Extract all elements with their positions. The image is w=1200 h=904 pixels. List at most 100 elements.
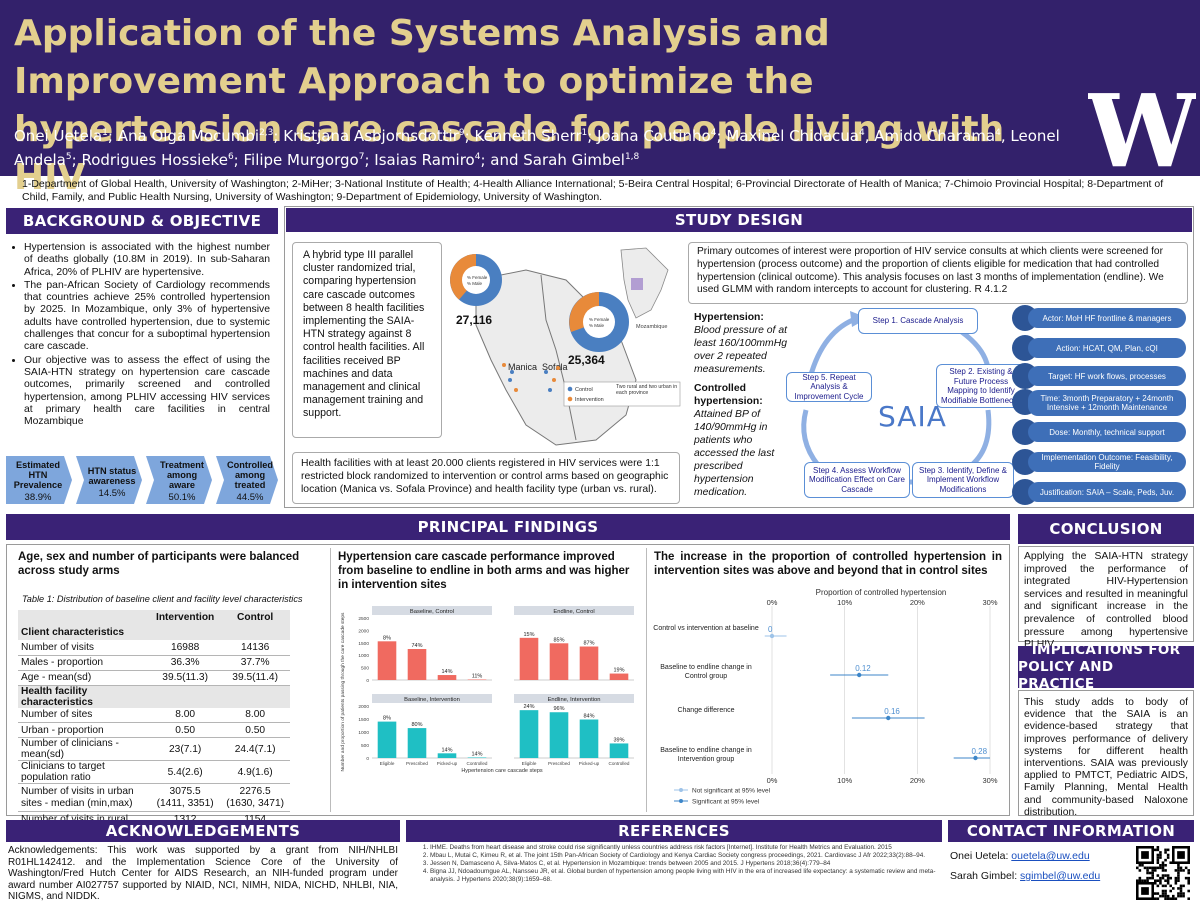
author-name: Ana Olga Mocumbi: [117, 127, 260, 145]
author-affiliation-number: 5: [65, 152, 72, 162]
bar: [549, 712, 569, 758]
findings-heading: PRINCIPAL FINDINGS: [6, 514, 1010, 540]
pie-female-label: % Female: [467, 275, 488, 280]
table-group-row: Health facility characteristics: [18, 685, 290, 708]
forest-value-label: 0.16: [884, 707, 900, 716]
saia-component-pill: Time: 3month Preparatory + 24month Inten…: [1028, 390, 1186, 416]
bar-data-label: 8%: [383, 635, 391, 641]
references-heading: REFERENCES: [406, 820, 942, 842]
author-separator: ;: [716, 127, 727, 145]
bar: [407, 649, 427, 680]
qr-module: [1159, 894, 1162, 898]
background-bullet: Hypertension is associated with the high…: [24, 242, 270, 279]
bar-chart-title: Baseline, Intervention: [404, 697, 460, 703]
contact-email-onei[interactable]: ouetela@uw.edu: [1011, 850, 1090, 862]
table-cell: Clinicians to target population ratio: [18, 760, 150, 784]
implications-heading-line1: IMPLICATIONS FOR: [1031, 641, 1181, 658]
cascade-bar-charts: Baseline, Control 8% 74% 14% 11% 2500 2000 1500…: [340, 606, 634, 774]
findings-divider-2: [646, 548, 647, 812]
qr-module: [1184, 866, 1188, 870]
bar-data-label: 15%: [523, 632, 534, 638]
facility-markers: [502, 363, 560, 392]
qr-module: [1174, 882, 1178, 885]
outcomes-box: Primary outcomes of interest were propor…: [688, 242, 1188, 304]
bar-data-label: 84%: [583, 714, 594, 720]
study-design-heading: STUDY DESIGN: [286, 208, 1192, 232]
table-cell: 39.5(11.4): [220, 670, 290, 686]
legend-intervention: Intervention: [575, 397, 604, 403]
qr-module: [1151, 869, 1154, 872]
references-list: IHME. Deaths from heart disease and stro…: [414, 844, 939, 884]
table-row: Clinicians to target population ratio 5.4…: [18, 760, 290, 784]
bar: [549, 643, 569, 680]
forest-legend-label: Significant at 95% level: [692, 799, 760, 806]
table-cell: 3075.5 (1411, 3351): [150, 783, 221, 812]
qr-module: [1177, 894, 1180, 898]
qr-code[interactable]: [1136, 846, 1190, 900]
table-cell: Males - proportion: [18, 655, 150, 671]
qr-module: [1172, 894, 1175, 898]
facility-marker: [514, 388, 518, 392]
qr-module: [1154, 879, 1157, 882]
qr-module: [1146, 879, 1149, 882]
qr-module: [1177, 879, 1180, 882]
affiliations: 1-Department of Global Health, Universit…: [22, 178, 1164, 203]
qr-module: [1159, 856, 1162, 859]
cascade-step-label: Controlled among treated: [227, 460, 273, 490]
table-cell: 14136: [220, 640, 290, 656]
contact-email-sarah[interactable]: sgimbel@uw.edu: [1020, 870, 1101, 882]
bar-category-label: Eligible: [380, 761, 395, 766]
qr-module: [1166, 894, 1170, 898]
bar-chart-panel: Endline, Control 15% 85% 87% 19%: [514, 606, 634, 681]
qr-module: [1138, 876, 1142, 880]
qr-module: [1166, 853, 1170, 857]
bar: [579, 719, 599, 758]
author-name: Leonel Andela: [14, 127, 1060, 169]
qr-module: [1156, 884, 1160, 888]
author-name: Rodrigues Hossieke: [81, 151, 228, 169]
qr-module: [1151, 871, 1154, 875]
table-row: Males - proportion 36.3% 37.7%: [18, 655, 290, 671]
qr-module: [1187, 897, 1190, 900]
reference-item: Mbau L, Mutai C, Kimeu R, et al. The joi…: [430, 852, 939, 860]
baseline-characteristics-table: Intervention Control Client characteristic…: [18, 610, 290, 840]
cascade-step-label: Treatment among aware: [160, 460, 204, 490]
forest-legend-marker: [679, 799, 683, 803]
qr-module: [1169, 861, 1172, 864]
bar-axis-tick: 0: [366, 756, 369, 762]
qr-module: [1166, 848, 1170, 852]
author-separator: ,: [864, 127, 875, 145]
author-separator: ;: [233, 151, 244, 169]
forest-plot: Proportion of controlled hypertension 0% 0…: [653, 588, 998, 806]
bar-category-label: Picked-up: [437, 761, 458, 766]
reference-item: Jessen N, Damasceno A, Silva-Matos C, et…: [430, 860, 939, 868]
bar-axis-tick: 1500: [358, 717, 369, 723]
cascade-step-value: 44.5%: [236, 492, 264, 503]
bar: [377, 721, 397, 758]
forest-category-box: Control vs intervention at baseline: [653, 625, 759, 632]
qr-module: [1136, 866, 1139, 870]
qr-module: [1174, 869, 1178, 872]
qr-module: [1156, 861, 1160, 864]
qr-module: [1179, 869, 1183, 872]
forest-category-label: Control vs intervention at baseline: [653, 625, 759, 632]
province-boundary: [540, 274, 577, 441]
outcomes-text: Primary outcomes of interest were propor…: [697, 246, 1164, 296]
table-row: Number of visits in urban sites - median…: [18, 783, 290, 812]
table-header-cell: Control: [220, 610, 290, 625]
conclusion-panel: [1018, 546, 1194, 642]
qr-module: [1164, 864, 1167, 867]
qr-module: [1161, 864, 1165, 867]
table-header-cell: [18, 610, 150, 625]
qr-module: [1169, 884, 1172, 888]
table-group-row: Client characteristics: [18, 625, 290, 640]
table-cell: 4.9(1.6): [220, 760, 290, 784]
qr-module: [1177, 864, 1180, 867]
author-separator: ;: [107, 127, 118, 145]
qr-module: [1151, 866, 1154, 870]
qr-module: [1156, 858, 1160, 862]
implications-heading: IMPLICATIONS FOR POLICY AND PRACTICE: [1018, 642, 1194, 692]
qr-module: [1161, 894, 1165, 898]
facility-marker: [556, 366, 560, 370]
qr-module: [1161, 892, 1165, 895]
